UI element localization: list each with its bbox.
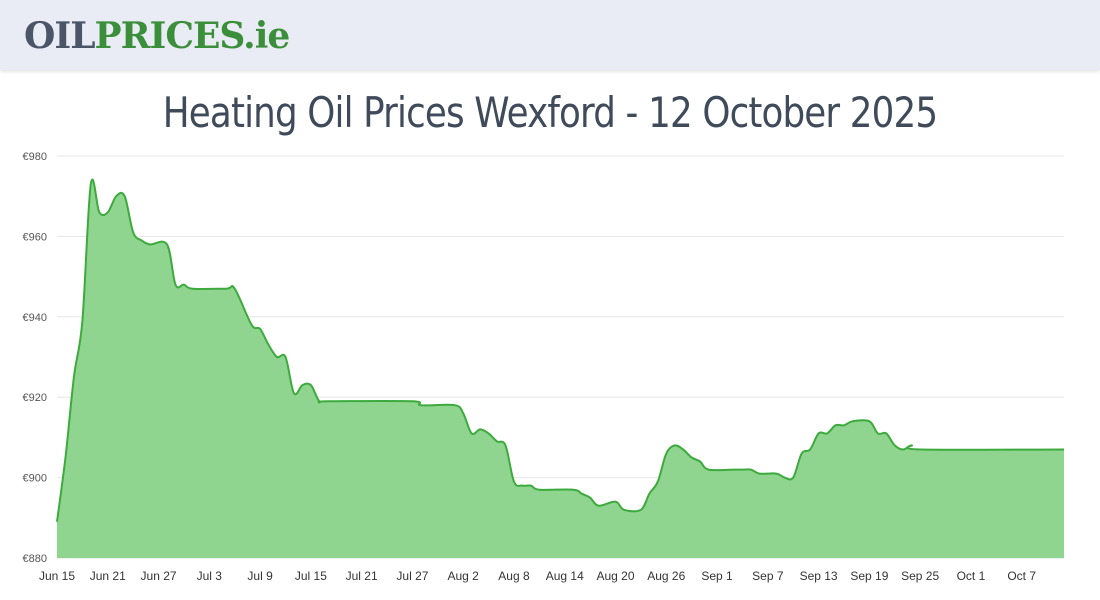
x-tick-label: Jul 15 (295, 569, 327, 583)
site-logo[interactable]: OILPRICES.ie (24, 14, 290, 58)
y-tick-label: €900 (23, 473, 47, 485)
page-title: Heating Oil Prices Wexford - 12 October … (162, 88, 938, 137)
x-tick-label: Sep 25 (901, 569, 939, 583)
y-tick-label: €960 (23, 231, 47, 243)
x-tick-label: Jun 21 (90, 569, 126, 583)
y-tick-label: €920 (23, 392, 47, 404)
y-tick-label: €980 (23, 151, 47, 163)
site-header: OILPRICES.ie (0, 0, 1100, 70)
x-tick-label: Oct 1 (957, 569, 986, 583)
x-tick-label: Aug 8 (498, 569, 530, 583)
x-tick-label: Aug 2 (448, 569, 480, 583)
x-tick-label: Aug 14 (546, 569, 584, 583)
x-tick-label: Jul 3 (197, 569, 223, 583)
x-tick-label: Jun 15 (39, 569, 75, 583)
x-tick-label: Sep 7 (752, 569, 784, 583)
logo-text-oil: OIL (24, 15, 96, 57)
x-tick-label: Sep 1 (701, 569, 733, 583)
y-axis-ticks: €880 €900 €920 €940 €960 €980 (23, 151, 47, 565)
logo-text-ie: .ie (243, 15, 290, 57)
x-tick-label: Sep 13 (800, 569, 838, 583)
x-axis-ticks: Jun 15 Jun 21 Jun 27 Jul 3 Jul 9 Jul 15 Jul 21… (39, 569, 1036, 583)
y-tick-label: €940 (23, 312, 47, 324)
x-tick-label: Jul 27 (396, 569, 428, 583)
x-tick-label: Aug 26 (647, 569, 685, 583)
price-line (56, 178, 1065, 522)
x-tick-label: Jul 9 (247, 569, 273, 583)
logo-text-prices: PRICES (94, 15, 245, 57)
x-tick-label: Jul 21 (346, 569, 378, 583)
x-tick-label: Oct 7 (1007, 569, 1036, 583)
x-tick-label: Aug 20 (596, 569, 634, 583)
x-tick-label: Jun 27 (141, 569, 177, 583)
y-tick-label: €880 (23, 553, 47, 565)
x-tick-label: Sep 19 (850, 569, 888, 583)
price-area-fill (57, 179, 1064, 558)
